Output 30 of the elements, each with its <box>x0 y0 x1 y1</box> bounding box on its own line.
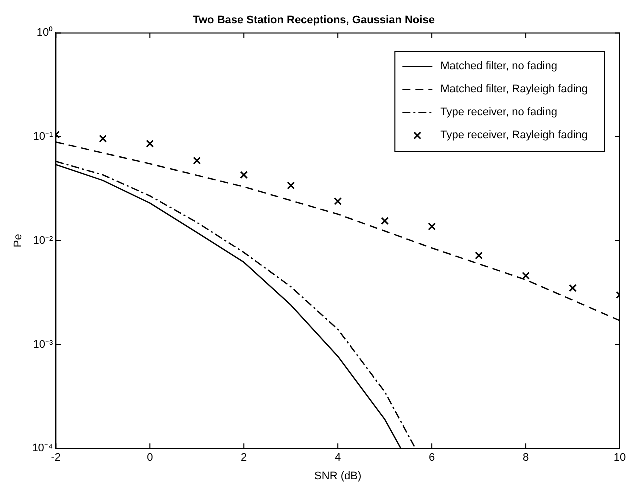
x-tick-label: -2 <box>51 452 62 464</box>
y-tick-label: 10⁰ <box>36 26 54 40</box>
legend-label: Matched filter, Rayleigh fading <box>440 84 588 96</box>
y-tick-label: 10⁻² <box>33 234 54 247</box>
point <box>99 134 108 143</box>
legend-label: Matched filter, no fading <box>440 60 558 73</box>
x-tick-label: 4 <box>335 452 342 464</box>
x-tick-label: 8 <box>522 452 530 464</box>
point <box>334 197 342 206</box>
point <box>287 182 296 190</box>
x-tick-label: 0 <box>147 452 154 464</box>
legend-label: Type receiver, no fading <box>440 106 558 119</box>
y-axis-title: Pe <box>12 234 25 248</box>
x-tick-label: 2 <box>241 452 248 464</box>
x-tick-label: 6 <box>428 452 436 464</box>
point <box>428 222 436 231</box>
legend-label: Type receiver, Rayleigh fading <box>440 130 588 142</box>
point <box>569 284 577 292</box>
chart-title: Two Base Station Receptions, Gaussian Noise <box>193 14 435 27</box>
point <box>193 156 202 165</box>
x-tick-label: 10 <box>614 452 626 464</box>
point <box>475 252 483 260</box>
y-tick-label: 10⁻³ <box>33 338 54 351</box>
point <box>146 140 154 148</box>
y-tick-label: 10⁻¹ <box>33 131 54 144</box>
x-axis-title: SNR (dB) <box>314 470 362 482</box>
point <box>522 272 530 280</box>
y-tick-label: 10⁻⁴ <box>32 442 54 455</box>
point <box>240 171 248 180</box>
point <box>381 217 389 226</box>
